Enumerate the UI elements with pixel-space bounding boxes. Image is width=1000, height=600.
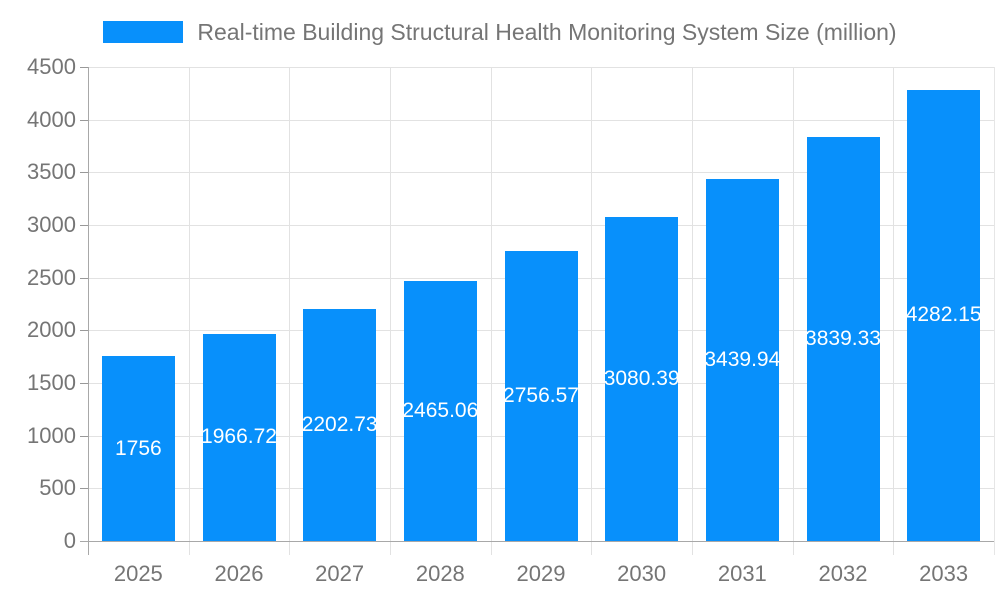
- y-axis-label: 2000: [27, 317, 76, 343]
- y-axis-tick: [80, 330, 88, 332]
- x-axis-label: 2029: [516, 561, 566, 586]
- y-axis-tick: [80, 277, 88, 279]
- x-axis-line: [80, 541, 995, 542]
- y-axis-label: 1000: [27, 422, 76, 448]
- x-axis-tick: [591, 541, 593, 555]
- bar: [504, 250, 578, 541]
- bar-value-label: 2465.06: [402, 399, 479, 423]
- bar: [806, 136, 880, 541]
- bar-value-label: 3080.39: [603, 366, 680, 390]
- plot-right-border: [994, 67, 995, 555]
- x-axis-tick: [692, 541, 693, 555]
- y-axis-tick: [80, 225, 88, 226]
- x-axis-tick: [188, 541, 190, 555]
- y-axis-label: 4000: [27, 106, 76, 132]
- x-axis-label: 2028: [415, 561, 465, 586]
- bar: [101, 356, 175, 541]
- v-gridline: [792, 67, 794, 541]
- h-gridline: [89, 67, 994, 68]
- bar-value-label: 1756: [114, 436, 162, 460]
- y-axis-label: 500: [39, 475, 76, 501]
- x-axis-tick: [893, 541, 895, 555]
- v-gridline: [490, 67, 492, 541]
- legend-swatch-icon: [103, 21, 184, 43]
- bar: [907, 89, 981, 541]
- x-axis-tick: [289, 541, 291, 555]
- x-axis-tick: [792, 541, 794, 555]
- y-axis-tick: [80, 383, 88, 384]
- x-axis-label: 2031: [717, 561, 767, 586]
- y-axis-tick: [80, 172, 88, 174]
- legend[interactable]: Real-time Building Structural Health Mon…: [0, 14, 1000, 50]
- y-axis-tick: [80, 488, 88, 490]
- x-axis-label: 2033: [919, 561, 969, 586]
- h-gridline: [89, 119, 994, 121]
- x-axis-tick: [490, 541, 492, 555]
- x-axis-label: 2025: [113, 561, 163, 586]
- y-axis-label: 1500: [27, 370, 76, 395]
- x-axis-label: 2030: [617, 561, 667, 586]
- bar-value-label: 3439.94: [704, 347, 781, 371]
- h-gridline: [89, 172, 994, 174]
- v-gridline: [390, 67, 391, 541]
- bar-value-label: 3839.33: [805, 326, 881, 350]
- y-axis-label: 3500: [27, 159, 76, 185]
- v-gridline: [289, 67, 291, 541]
- y-axis-label: 3000: [27, 212, 76, 237]
- y-axis-label: 0: [63, 528, 76, 553]
- x-axis-label: 2032: [818, 561, 868, 586]
- h-gridline: [89, 225, 994, 226]
- bar-value-label: 4282.15: [905, 303, 982, 327]
- v-gridline: [188, 67, 190, 541]
- y-axis-tick: [80, 67, 88, 68]
- y-axis-tick: [80, 435, 88, 437]
- bar: [605, 216, 679, 541]
- x-axis-label: 2027: [315, 561, 365, 586]
- bar-value-label: 1966.72: [201, 425, 277, 449]
- v-gridline: [692, 67, 693, 541]
- v-gridline: [893, 67, 895, 541]
- bar: [202, 333, 276, 541]
- bar-value-label: 2756.57: [503, 383, 579, 407]
- y-axis-label: 4500: [27, 54, 76, 79]
- bar-value-label: 2202.73: [301, 412, 378, 436]
- legend-label: Real-time Building Structural Health Mon…: [197, 18, 897, 45]
- x-axis-label: 2026: [214, 561, 264, 586]
- y-axis-line: [88, 67, 89, 555]
- y-axis-label: 2500: [27, 264, 76, 290]
- bar: [403, 281, 477, 541]
- bar: [303, 308, 377, 541]
- v-gridline: [591, 67, 593, 541]
- x-axis-tick: [390, 541, 391, 555]
- bar: [705, 178, 779, 541]
- y-axis-tick: [80, 119, 88, 121]
